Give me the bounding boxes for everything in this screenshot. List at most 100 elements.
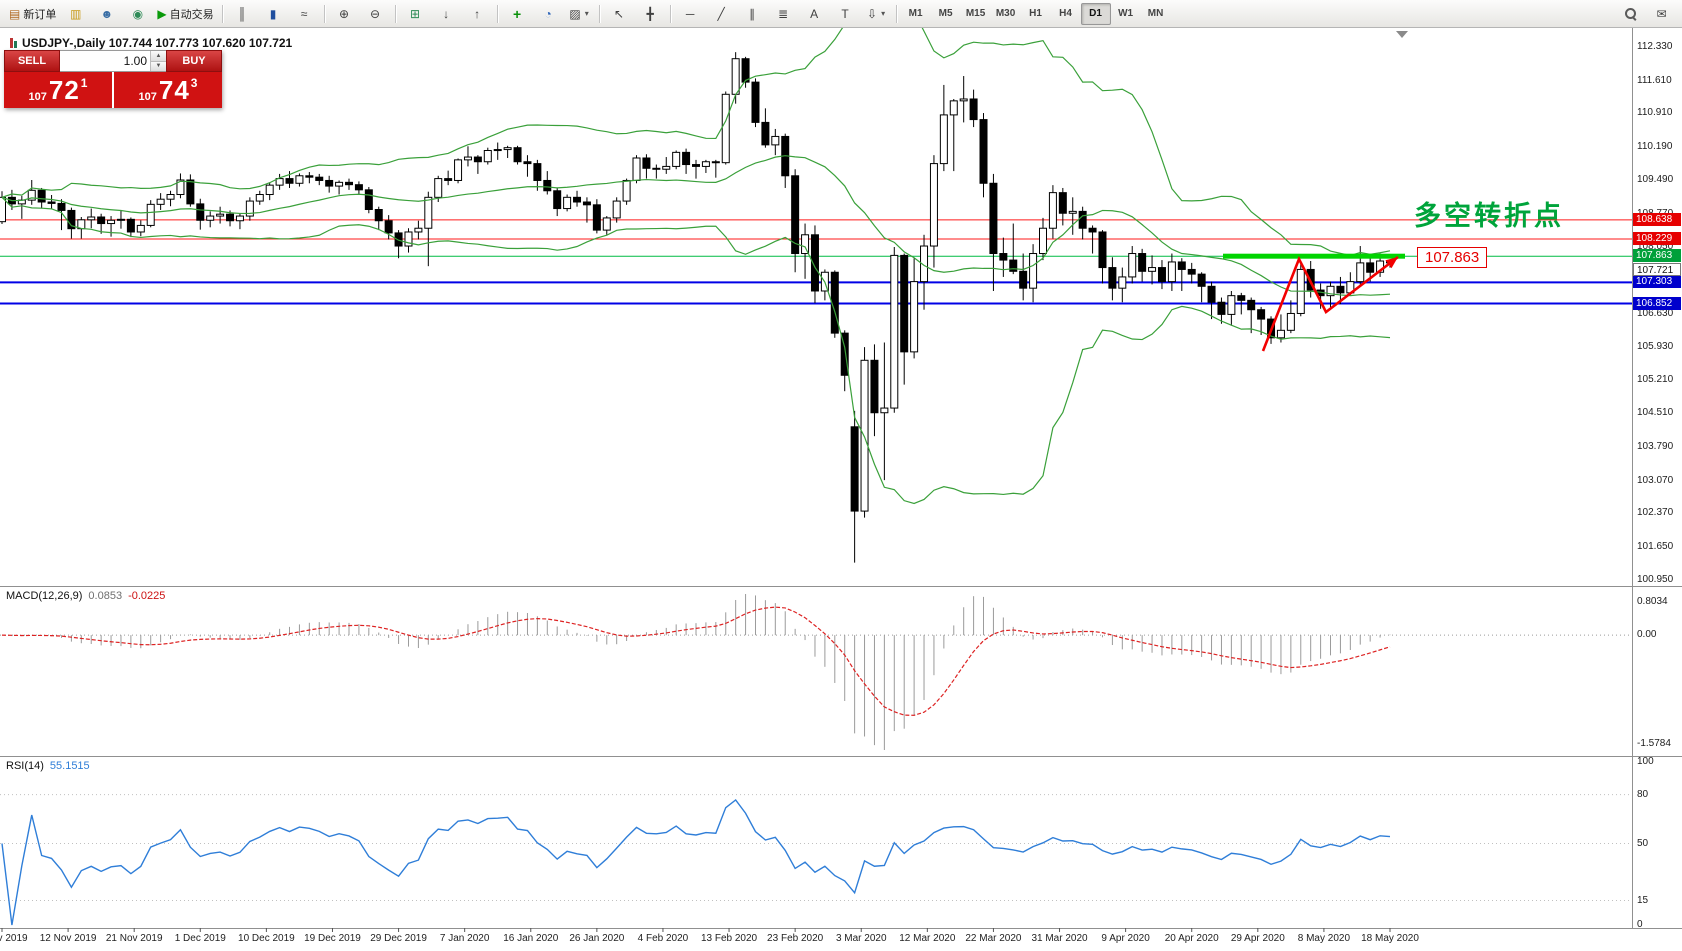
candlestick-chart-button[interactable]: ▮ <box>258 2 289 26</box>
price-axis-label: 102.370 <box>1637 507 1674 519</box>
trend-arrow[interactable] <box>1261 255 1399 352</box>
bars-icon: ║ <box>237 6 247 21</box>
candle-body <box>97 216 106 225</box>
timeframe-d1-button[interactable]: D1 <box>1080 2 1111 25</box>
notebook-icon: ▥ <box>70 6 82 21</box>
timeframe-w1-button[interactable]: W1 <box>1118 8 1134 19</box>
candle-body <box>1217 301 1226 315</box>
cursor-button[interactable]: ↖ <box>604 2 635 26</box>
candle-body <box>216 213 225 217</box>
buy-price-button[interactable]: 107 74 3 <box>114 72 222 108</box>
volume-down-icon[interactable]: ▼ <box>151 61 166 71</box>
timeframe-mn-button[interactable]: MN <box>1147 8 1164 19</box>
clock-icon: ◔ <box>544 6 552 21</box>
candle-body <box>870 359 879 414</box>
price-axis-label: 100.950 <box>1637 573 1674 585</box>
date-axis-label: 31 Mar 2020 <box>1031 933 1088 944</box>
bollinger-layer <box>1 28 1391 505</box>
candle-body <box>1009 259 1018 272</box>
timeframe-h4-button[interactable]: H4 <box>1059 8 1072 19</box>
candle-body <box>701 161 710 167</box>
chart-icon-bar <box>14 41 17 48</box>
line-chart-button[interactable]: ≈ <box>289 2 320 26</box>
candle-body <box>949 100 958 116</box>
arrange-ascending-button[interactable]: ↑ <box>462 2 493 26</box>
indicators-button[interactable]: + <box>502 2 533 26</box>
timeframe-h1-button[interactable]: H1 <box>1029 8 1042 19</box>
turning-point-annotation[interactable]: 多空转折点 <box>1414 201 1564 231</box>
price-level-callout[interactable]: 107.863 <box>1417 247 1488 268</box>
periods-button[interactable]: ◔ <box>533 2 564 26</box>
zoom-in-button[interactable]: ⊕ <box>329 2 360 26</box>
sell-button[interactable]: SELL <box>4 50 60 72</box>
macd-indicator-title: MACD(12,26,9) 0.0853 -0.0225 <box>6 590 165 602</box>
arrows-dropdown-icon[interactable]: ▾ <box>881 9 886 18</box>
macd-axis-label: -1.5784 <box>1637 738 1671 749</box>
candle-body <box>404 231 413 247</box>
search-icon <box>1624 7 1637 20</box>
candle-body <box>374 209 383 222</box>
history-center-button[interactable]: ▥ <box>60 2 91 26</box>
auto-trading-button[interactable]: ▶ 自动交易 <box>153 2 217 26</box>
fibonacci-retracement-button[interactable]: ≣ <box>768 2 799 26</box>
bid-big-digits: 72 <box>48 75 80 105</box>
equidistant-channel-button[interactable]: ∥ <box>737 2 768 26</box>
tile-windows-button[interactable]: ⊞ <box>400 2 431 26</box>
new-order-button[interactable]: ▤ 新订单 <box>5 2 60 26</box>
price-axis-label: 109.490 <box>1637 173 1674 185</box>
date-axis-label: 19 Dec 2019 <box>304 933 361 944</box>
candle-body <box>226 213 235 222</box>
candle-body <box>335 181 344 187</box>
support-highlight-segment[interactable] <box>1223 253 1405 259</box>
templates-dropdown-icon[interactable]: ▾ <box>584 9 589 18</box>
zoom-out-button[interactable]: ⊖ <box>360 2 391 26</box>
macd-main-value: 0.0853 <box>88 590 123 602</box>
community-button[interactable]: ◉ <box>122 2 153 26</box>
templates-button[interactable]: ▨ ▾ <box>564 2 595 26</box>
trade-panel-top-row: SELL 1.00 ▲ ▼ BUY <box>4 50 222 72</box>
timeframe-m1-button[interactable]: M1 <box>908 8 923 19</box>
candle-body <box>1276 329 1285 339</box>
timeframe-m30-button[interactable]: M30 <box>995 8 1016 19</box>
candle-body <box>156 198 165 205</box>
volume-field[interactable]: 1.00 ▲ ▼ <box>60 50 166 72</box>
mail-button[interactable]: ✉ <box>1646 2 1677 26</box>
rsi-panel-separator-hl <box>0 757 1682 758</box>
crosshair-button[interactable]: ╋ <box>635 2 666 26</box>
buy-button[interactable]: BUY <box>166 50 222 72</box>
candle-body <box>186 179 195 205</box>
search-button[interactable] <box>1615 2 1646 26</box>
price-tag-107.863: 107.863 <box>1633 249 1681 263</box>
rsi-axis-label: 50 <box>1637 837 1649 849</box>
text-button[interactable]: A <box>799 2 830 26</box>
candle-body <box>107 219 116 225</box>
A-icon: A <box>810 6 819 21</box>
candle-body <box>473 156 482 163</box>
text-label-button[interactable]: T <box>830 2 861 26</box>
candle-body <box>424 196 433 229</box>
timeframe-m5-button[interactable]: M5 <box>938 8 953 19</box>
bar-chart-button[interactable]: ║ <box>227 2 258 26</box>
price-axis-label: 103.070 <box>1637 474 1674 486</box>
rsi-axis-label: 0 <box>1637 919 1643 930</box>
arrange-descending-button[interactable]: ↓ <box>431 2 462 26</box>
trendline-button[interactable]: ╱ <box>706 2 737 26</box>
candle-body <box>265 184 274 196</box>
toolbar-separator <box>895 4 897 23</box>
rsi-label: RSI(14) <box>6 760 44 772</box>
candle-body <box>642 157 651 169</box>
candle-body <box>255 194 264 202</box>
candle-body <box>235 215 244 222</box>
cursor-icon: ↖ <box>614 6 625 21</box>
document-icon: ▤ <box>9 6 21 21</box>
arrows-button[interactable]: ⇩ ▾ <box>861 2 892 26</box>
price-axis-label: 101.650 <box>1637 541 1674 553</box>
channel-icon: ∥ <box>749 6 756 21</box>
sell-price-button[interactable]: 107 72 1 <box>4 72 112 108</box>
timeframe-m15-button[interactable]: M15 <box>965 8 986 19</box>
contacts-button[interactable]: ☻ <box>91 2 122 26</box>
horizontal-line-button[interactable]: ─ <box>675 2 706 26</box>
candle-body <box>920 245 929 283</box>
volume-up-icon[interactable]: ▲ <box>151 51 166 62</box>
